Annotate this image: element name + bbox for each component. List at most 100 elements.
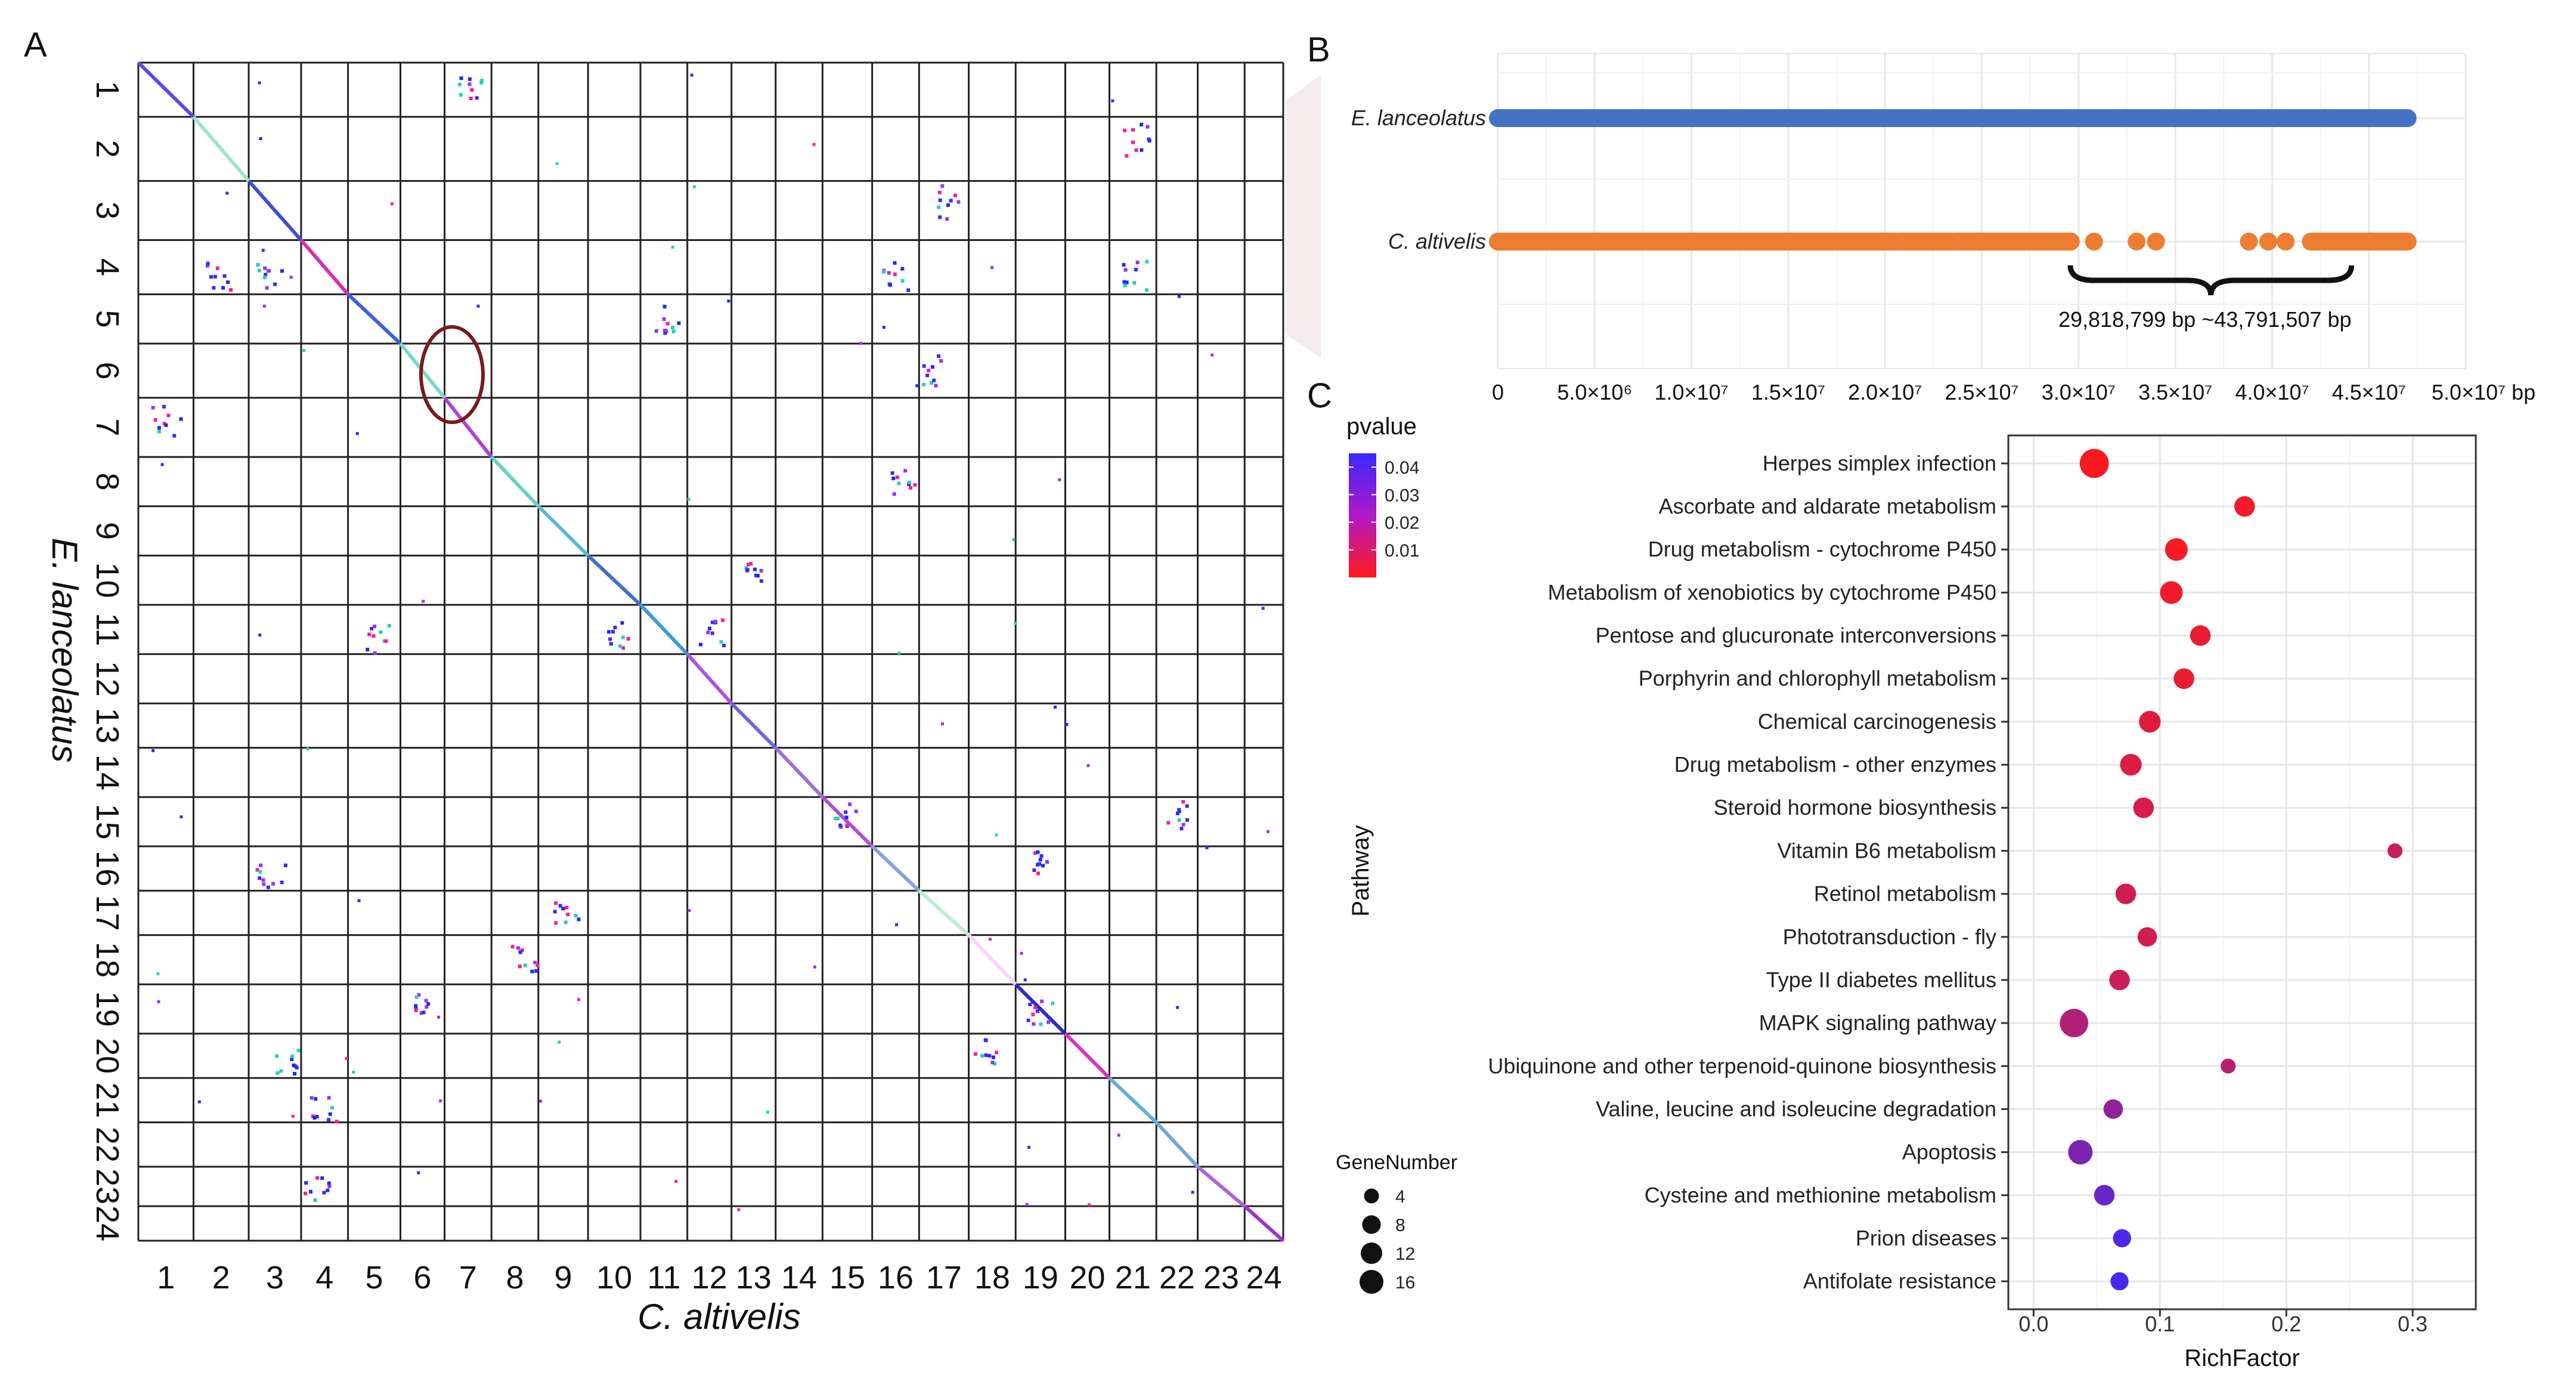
isolated-dot	[1025, 1203, 1029, 1206]
x-tick-label: 6	[414, 1260, 432, 1296]
diagonal-segment	[299, 239, 349, 296]
synteny-dot	[654, 329, 658, 333]
isolated-dot	[289, 276, 293, 279]
isolated-dot	[1205, 846, 1209, 849]
synteny-dot	[564, 920, 568, 925]
synteny-dot	[721, 618, 725, 622]
synteny-dot	[426, 1002, 431, 1006]
synteny-dot	[888, 283, 893, 287]
isolated-dot	[302, 348, 306, 352]
pathway-label: Metabolism of xenobiotics by cytochrome …	[1548, 580, 1996, 604]
y-tick-label: 11	[89, 613, 125, 646]
x-tick-label: 0	[1492, 380, 1504, 404]
isolated-dot	[1020, 951, 1023, 955]
x-tick-label: 3	[266, 1260, 284, 1296]
isolated-dot	[988, 938, 992, 941]
synteny-dot	[1036, 1009, 1040, 1013]
isolated-dot	[352, 1071, 355, 1074]
bubble-point	[2060, 1009, 2088, 1037]
x-tick-label: 11	[647, 1260, 680, 1296]
synteny-dot	[844, 815, 849, 820]
bubble-point	[2113, 1229, 2131, 1248]
synteny-dot	[897, 481, 901, 486]
synteny-dot	[275, 1071, 280, 1075]
y-tick-label: 6	[89, 361, 125, 379]
synteny-dot	[844, 810, 848, 814]
synteny-dot	[1028, 1002, 1032, 1006]
x-tick-label: 5.0×10⁶	[1557, 380, 1632, 404]
isolated-dot	[357, 899, 361, 902]
range-brace	[2067, 265, 2354, 296]
isolated-dot	[437, 1015, 441, 1019]
isolated-dot	[156, 972, 160, 976]
y-tick-label: 23	[89, 1169, 125, 1204]
synteny-dot	[922, 364, 926, 368]
bubble-point	[2133, 797, 2154, 818]
synteny-dot	[314, 1097, 318, 1101]
isolated-dot	[692, 185, 696, 188]
synteny-dot	[1140, 148, 1144, 152]
synteny-dot	[939, 359, 943, 363]
synteny-dot	[273, 282, 277, 286]
isolated-dot	[1267, 830, 1270, 833]
synteny-dot	[292, 1063, 296, 1067]
synteny-dot	[315, 1176, 320, 1180]
isolated-dot	[417, 1171, 420, 1174]
synteny-dot	[335, 1120, 339, 1124]
synteny-dot	[280, 880, 284, 885]
synteny-dot	[719, 640, 723, 644]
synteny-dot	[906, 288, 911, 292]
synteny-dot	[848, 802, 852, 806]
bubble-point	[2120, 753, 2142, 776]
x-axis-title: RichFactor	[2184, 1345, 2299, 1371]
isolated-dot	[1111, 99, 1114, 103]
synteny-dot	[1032, 1022, 1036, 1026]
synteny-dot	[425, 1005, 429, 1009]
panel-label-c: C	[1307, 376, 1332, 415]
coverage-point	[2240, 233, 2258, 251]
x-tick-label: 16	[878, 1260, 914, 1296]
synteny-dot	[1185, 804, 1189, 808]
bubble-point	[2234, 496, 2255, 517]
synteny-dot	[153, 418, 157, 422]
pathway-label: Porphyrin and chlorophyll metabolism	[1639, 666, 1996, 691]
size-legend-dot	[1359, 1269, 1384, 1294]
isolated-dot	[151, 749, 155, 752]
color-legend-label: 0.03	[1385, 486, 1419, 505]
bubble-point	[2137, 927, 2157, 947]
synteny-dot	[315, 1115, 319, 1119]
synteny-dot	[1179, 827, 1184, 831]
x-tick-label: 18	[974, 1260, 1010, 1296]
synteny-dot	[280, 269, 284, 273]
synteny-dot	[279, 1069, 283, 1073]
synteny-dot	[662, 305, 667, 309]
synteny-dot	[893, 261, 897, 265]
synteny-dot	[613, 625, 617, 629]
x-tick-label: 24	[1246, 1260, 1282, 1296]
y-tick-label: 1	[89, 81, 125, 98]
synteny-dot	[891, 477, 896, 481]
synteny-dot	[312, 1116, 317, 1120]
synteny-dot	[424, 999, 428, 1003]
synteny-dot	[922, 382, 926, 387]
synteny-dot	[745, 568, 750, 572]
synteny-dot	[908, 480, 912, 484]
synteny-dot	[258, 870, 262, 874]
synteny-dot	[206, 261, 210, 265]
synteny-dot	[945, 217, 949, 221]
x-tick-label: 10	[596, 1260, 632, 1296]
synteny-dot	[166, 413, 171, 418]
isolated-dot	[197, 1100, 201, 1103]
isolated-dot	[1012, 538, 1015, 542]
synteny-dot	[1131, 140, 1135, 144]
synteny-dot	[1181, 823, 1185, 827]
synteny-dot	[258, 876, 262, 880]
synteny-dot	[467, 82, 472, 86]
synteny-dot	[327, 1118, 331, 1122]
synteny-dot	[983, 1038, 987, 1042]
synteny-dot	[932, 378, 936, 382]
synteny-dot	[328, 1112, 332, 1116]
y-tick-label: 20	[89, 1038, 125, 1074]
synteny-dot	[1145, 125, 1150, 129]
synteny-dot	[261, 878, 265, 882]
